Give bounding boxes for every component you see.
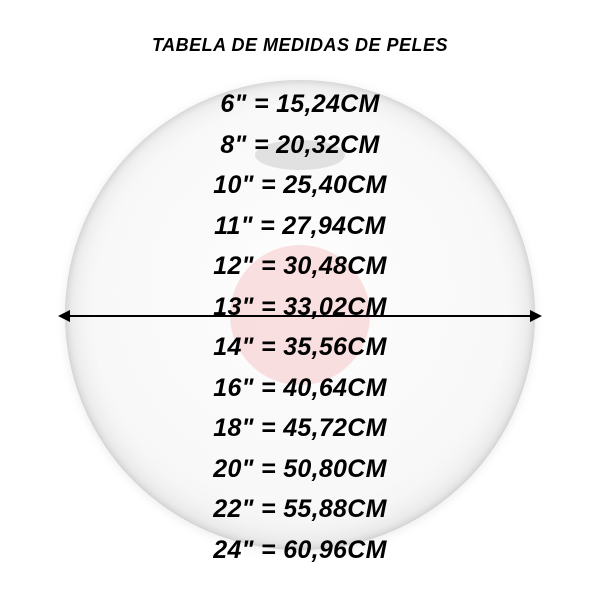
measurement-row: 14" = 35,56CM xyxy=(0,335,600,360)
measurement-list: 6" = 15,24CM 8" = 20,32CM 10" = 25,40CM 11"… xyxy=(0,92,600,578)
measurement-row: 8" = 20,32CM xyxy=(0,133,600,158)
measurement-row: 13" = 33,02CM xyxy=(0,295,600,320)
measurement-row: 24" = 60,96CM xyxy=(0,538,600,563)
measurement-row: 18" = 45,72CM xyxy=(0,416,600,441)
measurement-row: 22" = 55,88CM xyxy=(0,497,600,522)
measurement-row: 6" = 15,24CM xyxy=(0,92,600,117)
measurement-row: 11" = 27,94CM xyxy=(0,214,600,239)
measurement-row: 20" = 50,80CM xyxy=(0,457,600,482)
page-title: TABELA DE MEDIDAS DE PELES xyxy=(0,35,600,56)
measurement-row: 16" = 40,64CM xyxy=(0,376,600,401)
measurement-row: 10" = 25,40CM xyxy=(0,173,600,198)
measurement-row: 12" = 30,48CM xyxy=(0,254,600,279)
